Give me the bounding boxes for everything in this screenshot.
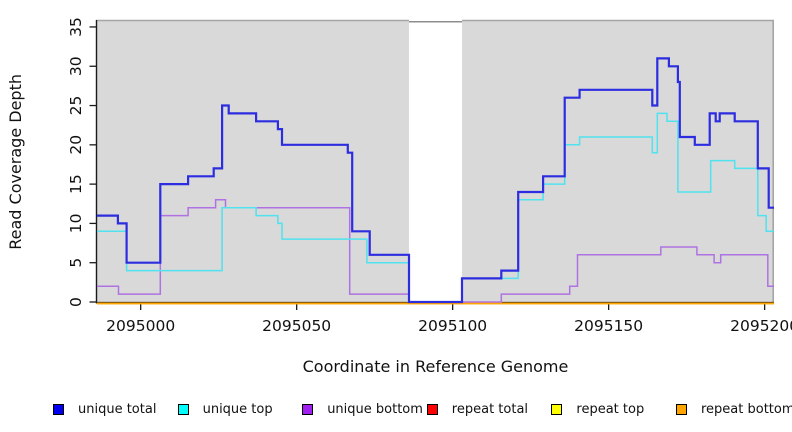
y-tick-label: 20 [67, 135, 85, 155]
x-axis-title: Coordinate in Reference Genome [302, 357, 569, 376]
legend-label: repeat bottom [701, 401, 792, 417]
y-axis-title-wrap: Read Coverage Depth [6, 20, 25, 303]
legend-label: repeat total [451, 401, 529, 417]
y-tick-label: 35 [67, 17, 85, 37]
x-tick-label: 2095050 [262, 317, 331, 335]
legend: unique total unique top unique bottom repea… [0, 399, 792, 423]
legend-item-unique-total: unique total [53, 399, 156, 419]
legend-item-repeat-total: repeat total [426, 399, 529, 419]
x-tick-label: 2095000 [106, 317, 175, 335]
legend-swatch-unique-bottom [302, 403, 314, 415]
legend-label: unique top [202, 401, 273, 417]
legend-swatch-unique-total [53, 403, 64, 415]
y-axis-title: Read Coverage Depth [6, 73, 25, 250]
legend-swatch-unique-top [177, 403, 189, 415]
legend-item-repeat-top: repeat top [551, 399, 644, 419]
legend-swatch-repeat-total [426, 403, 438, 415]
legend-label: repeat top [576, 401, 645, 417]
legend-item-repeat-bottom: repeat bottom [676, 399, 792, 419]
y-tick-label: 30 [67, 56, 85, 76]
legend-label: unique bottom [327, 401, 423, 417]
y-tick-label: 5 [67, 258, 85, 268]
x-tick-label: 2095100 [418, 317, 487, 335]
series-unique-top-line [97, 112, 774, 303]
legend-swatch-repeat-top [551, 403, 563, 415]
series-unique-bottom-line [97, 199, 774, 303]
masked-region [408, 19, 463, 303]
legend-item-unique-top: unique top [177, 399, 273, 419]
y-tick-label: 25 [67, 96, 85, 116]
x-tick-label: 2095150 [574, 317, 643, 335]
y-tick-label: 10 [67, 214, 85, 234]
y-tick-label: 15 [67, 174, 85, 194]
series-unique-total-line [97, 57, 774, 304]
legend-item-unique-bottom: unique bottom [302, 399, 423, 419]
legend-label: unique total [78, 401, 157, 417]
y-tick-label: 0 [67, 297, 85, 307]
legend-swatch-repeat-bottom [676, 403, 687, 415]
